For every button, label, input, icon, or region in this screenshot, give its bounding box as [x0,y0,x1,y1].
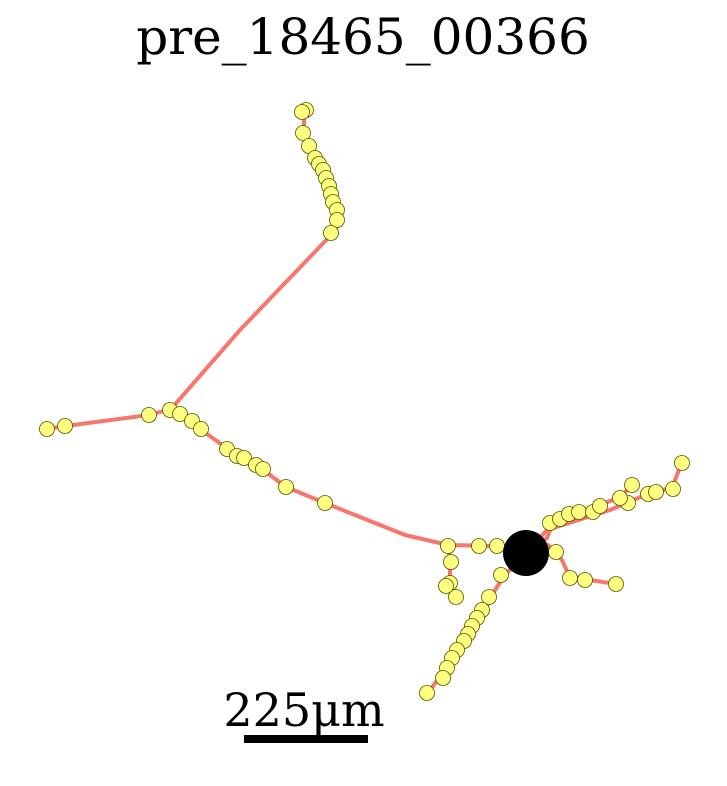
synapse-marker-51 [571,504,587,520]
scale-bar-label: 225μm [223,683,384,737]
figure-title: pre_18465_00366 [136,8,590,66]
synapse-marker-24 [236,450,252,466]
synapse-marker-61 [548,544,564,560]
synapse-marker-58 [648,484,664,500]
synapse-marker-16 [57,418,73,434]
synapse-marker-21 [193,421,209,437]
synapse-marker-2 [294,104,310,120]
synapse-marker-3 [295,125,311,141]
synapse-marker-35 [438,578,454,594]
synapse-marker-15 [39,421,55,437]
synapse-marker-62 [562,570,578,586]
synapse-marker-14 [323,225,339,241]
synapse-marker-32 [443,554,459,570]
synapse-marker-47 [419,685,435,701]
synapse-marker-55 [612,490,628,506]
neuron-branches [44,108,684,692]
branch-1 [169,407,528,555]
synapse-marker-64 [608,576,624,592]
synapse-marker-56 [624,477,640,493]
synapse-marker-63 [577,572,593,588]
synapse-marker-31 [489,538,505,554]
synapse-marker-29 [440,538,456,554]
synapse-marker-28 [317,495,333,511]
synapse-marker-34 [448,589,464,605]
synapse-marker-26 [255,461,271,477]
scale-bar [244,735,368,743]
soma [503,530,549,576]
synapse-marker-37 [481,589,497,605]
synapse-marker-59 [665,481,681,497]
synapse-marker-36 [493,567,509,583]
synapse-marker-60 [674,455,690,471]
branch-3 [44,407,173,431]
synapse-marker-53 [592,498,608,514]
synapse-marker-19 [172,406,188,422]
synapse-marker-17 [141,407,157,423]
synapse-marker-13 [329,212,345,228]
synapse-marker-27 [278,479,294,495]
synapse-marker-30 [471,538,487,554]
synapse-markers [39,102,690,701]
synapse-marker-46 [435,670,451,686]
